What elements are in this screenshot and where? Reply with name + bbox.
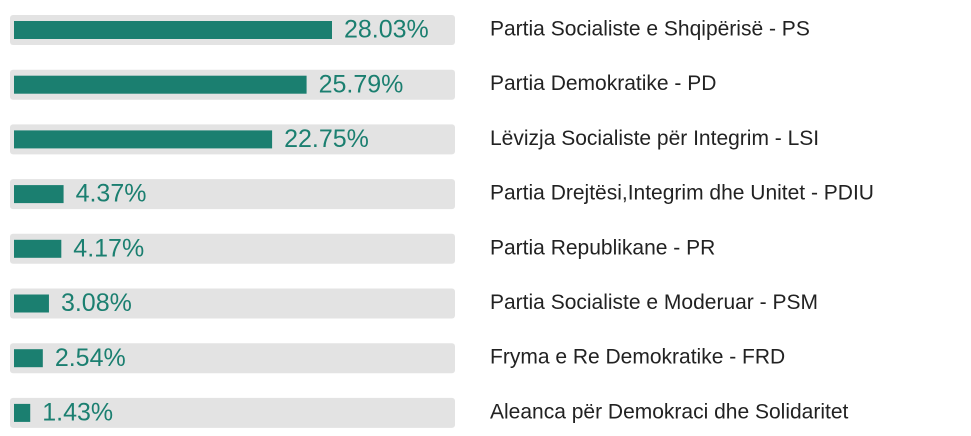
value-label: 22.75% <box>284 125 369 153</box>
bar <box>14 239 62 258</box>
bar-track <box>10 397 455 428</box>
value-label: 2.54% <box>55 344 126 372</box>
value-label: 4.17% <box>73 234 144 262</box>
value-label: 25.79% <box>319 70 404 98</box>
value-label: 4.37% <box>76 180 147 208</box>
bar <box>14 349 43 368</box>
bar <box>14 75 307 94</box>
bar <box>14 21 332 39</box>
bar <box>14 185 64 204</box>
bar-track <box>10 343 455 374</box>
category-label: Partia Republikane - PR <box>490 236 715 259</box>
bar-track <box>10 288 455 319</box>
category-label: Partia Drejtësi,Integrim dhe Unitet - PD… <box>490 182 874 205</box>
category-label: Lëvizja Socialiste për Integrim - LSI <box>490 127 819 150</box>
bar-track <box>10 179 455 210</box>
category-label: Partia Demokratike - PD <box>490 72 716 95</box>
category-label: Partia Socialiste e Moderuar - PSM <box>490 291 818 314</box>
category-label: Aleanca për Demokraci dhe Solidaritet <box>490 400 849 423</box>
bar-track <box>10 233 455 264</box>
value-label: 3.08% <box>61 289 132 317</box>
value-label: 28.03% <box>344 16 429 44</box>
value-label: 1.43% <box>42 399 113 427</box>
bar <box>14 130 273 149</box>
bar <box>14 403 31 422</box>
category-label: Fryma e Re Demokratike - FRD <box>490 346 785 369</box>
bar <box>14 294 49 313</box>
category-label: Partia Socialiste e Shqipërisë - PS <box>490 18 810 41</box>
